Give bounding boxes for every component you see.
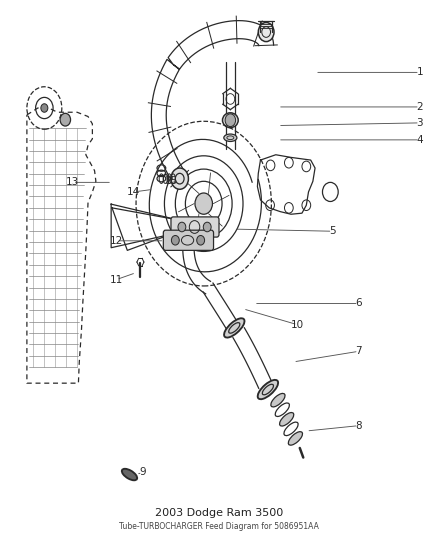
Circle shape bbox=[197, 236, 205, 245]
Circle shape bbox=[203, 222, 211, 232]
Text: 1: 1 bbox=[417, 67, 423, 77]
Text: 14: 14 bbox=[127, 187, 141, 197]
Text: 2: 2 bbox=[417, 102, 423, 112]
Text: 6: 6 bbox=[355, 298, 362, 309]
Ellipse shape bbox=[271, 393, 285, 407]
Text: 8: 8 bbox=[355, 421, 362, 431]
Ellipse shape bbox=[224, 134, 237, 141]
Circle shape bbox=[171, 168, 188, 189]
Text: 9: 9 bbox=[139, 467, 146, 478]
Ellipse shape bbox=[224, 318, 244, 337]
Text: 12: 12 bbox=[110, 236, 123, 246]
Circle shape bbox=[171, 236, 179, 245]
Text: 10: 10 bbox=[291, 320, 304, 330]
Text: 11: 11 bbox=[110, 274, 123, 285]
Text: 5: 5 bbox=[329, 226, 336, 236]
FancyBboxPatch shape bbox=[163, 230, 214, 251]
Ellipse shape bbox=[279, 413, 294, 426]
Text: 15: 15 bbox=[164, 176, 177, 187]
Circle shape bbox=[178, 222, 186, 232]
Text: 7: 7 bbox=[355, 346, 362, 356]
Circle shape bbox=[195, 193, 212, 214]
Circle shape bbox=[60, 114, 71, 126]
Text: 3: 3 bbox=[417, 118, 423, 128]
Text: 4: 4 bbox=[417, 135, 423, 145]
FancyBboxPatch shape bbox=[171, 217, 219, 237]
Ellipse shape bbox=[122, 469, 137, 480]
Ellipse shape bbox=[223, 113, 238, 128]
Ellipse shape bbox=[288, 432, 303, 445]
Circle shape bbox=[41, 104, 48, 112]
Text: Tube-TURBOCHARGER Feed Diagram for 5086951AA: Tube-TURBOCHARGER Feed Diagram for 50869… bbox=[119, 522, 319, 531]
Ellipse shape bbox=[258, 380, 278, 399]
Text: 13: 13 bbox=[66, 177, 79, 188]
Text: 2003 Dodge Ram 3500: 2003 Dodge Ram 3500 bbox=[155, 508, 283, 518]
Circle shape bbox=[258, 22, 274, 42]
Circle shape bbox=[225, 114, 236, 127]
